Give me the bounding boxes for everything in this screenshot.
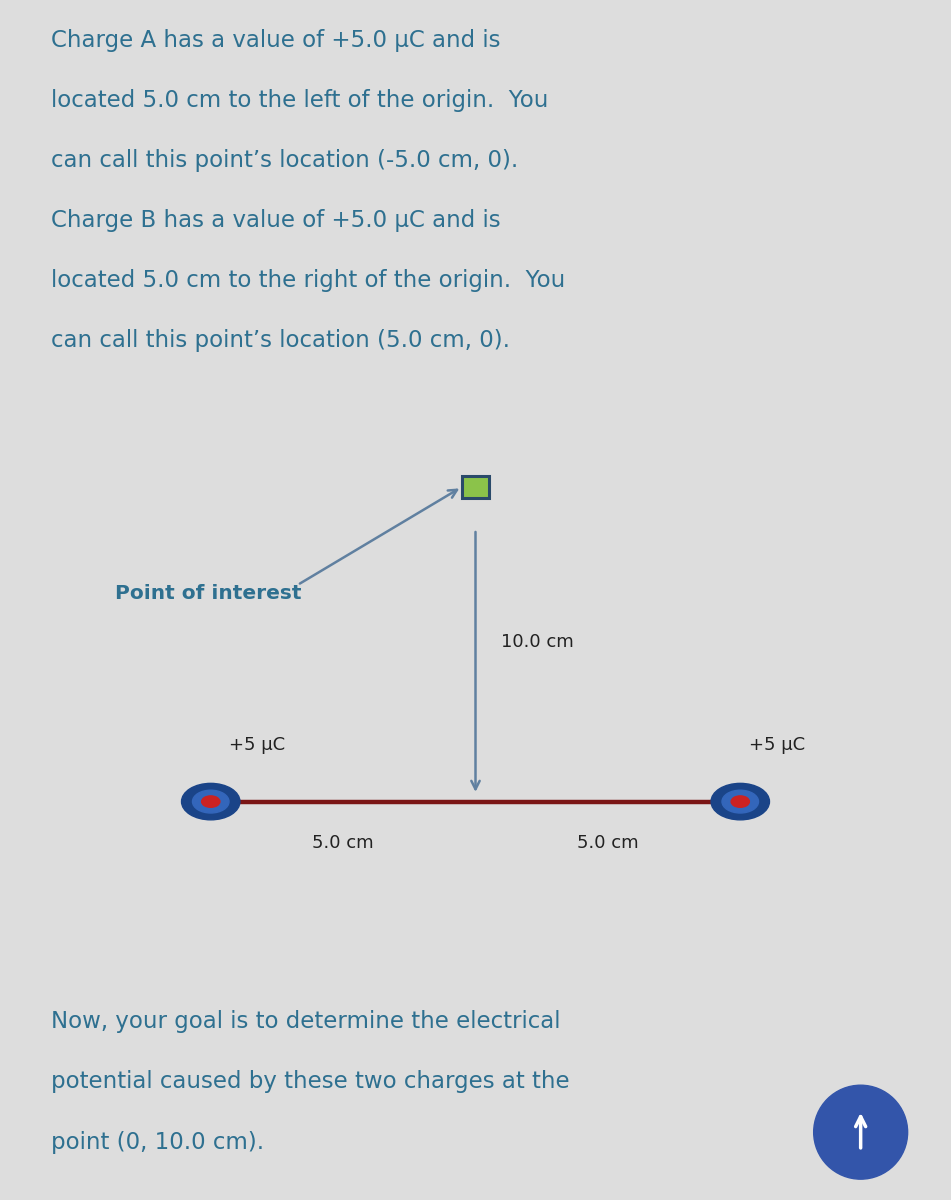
Text: Point of interest: Point of interest [115,584,301,604]
Circle shape [731,796,749,808]
Circle shape [182,784,240,820]
Text: point (0, 10.0 cm).: point (0, 10.0 cm). [51,1130,264,1154]
Text: Charge A has a value of +5.0 μC and is: Charge A has a value of +5.0 μC and is [51,29,500,52]
Circle shape [192,790,229,812]
Circle shape [711,784,769,820]
Text: 5.0 cm: 5.0 cm [577,834,639,852]
Text: +5 μC: +5 μC [229,736,285,754]
Circle shape [202,796,220,808]
Text: can call this point’s location (-5.0 cm, 0).: can call this point’s location (-5.0 cm,… [51,149,518,172]
Circle shape [814,1085,907,1180]
Text: Charge B has a value of +5.0 μC and is: Charge B has a value of +5.0 μC and is [51,209,500,232]
Bar [462,475,489,498]
Text: 5.0 cm: 5.0 cm [312,834,374,852]
Text: can call this point’s location (5.0 cm, 0).: can call this point’s location (5.0 cm, … [51,329,510,352]
Text: +5 μC: +5 μC [749,736,805,754]
Text: located 5.0 cm to the right of the origin.  You: located 5.0 cm to the right of the origi… [51,269,565,292]
Text: located 5.0 cm to the left of the origin.  You: located 5.0 cm to the left of the origin… [51,89,549,112]
Text: 10.0 cm: 10.0 cm [501,634,573,650]
Text: potential caused by these two charges at the: potential caused by these two charges at… [51,1070,570,1093]
Circle shape [722,790,759,812]
Text: Now, your goal is to determine the electrical: Now, your goal is to determine the elect… [51,1010,560,1033]
